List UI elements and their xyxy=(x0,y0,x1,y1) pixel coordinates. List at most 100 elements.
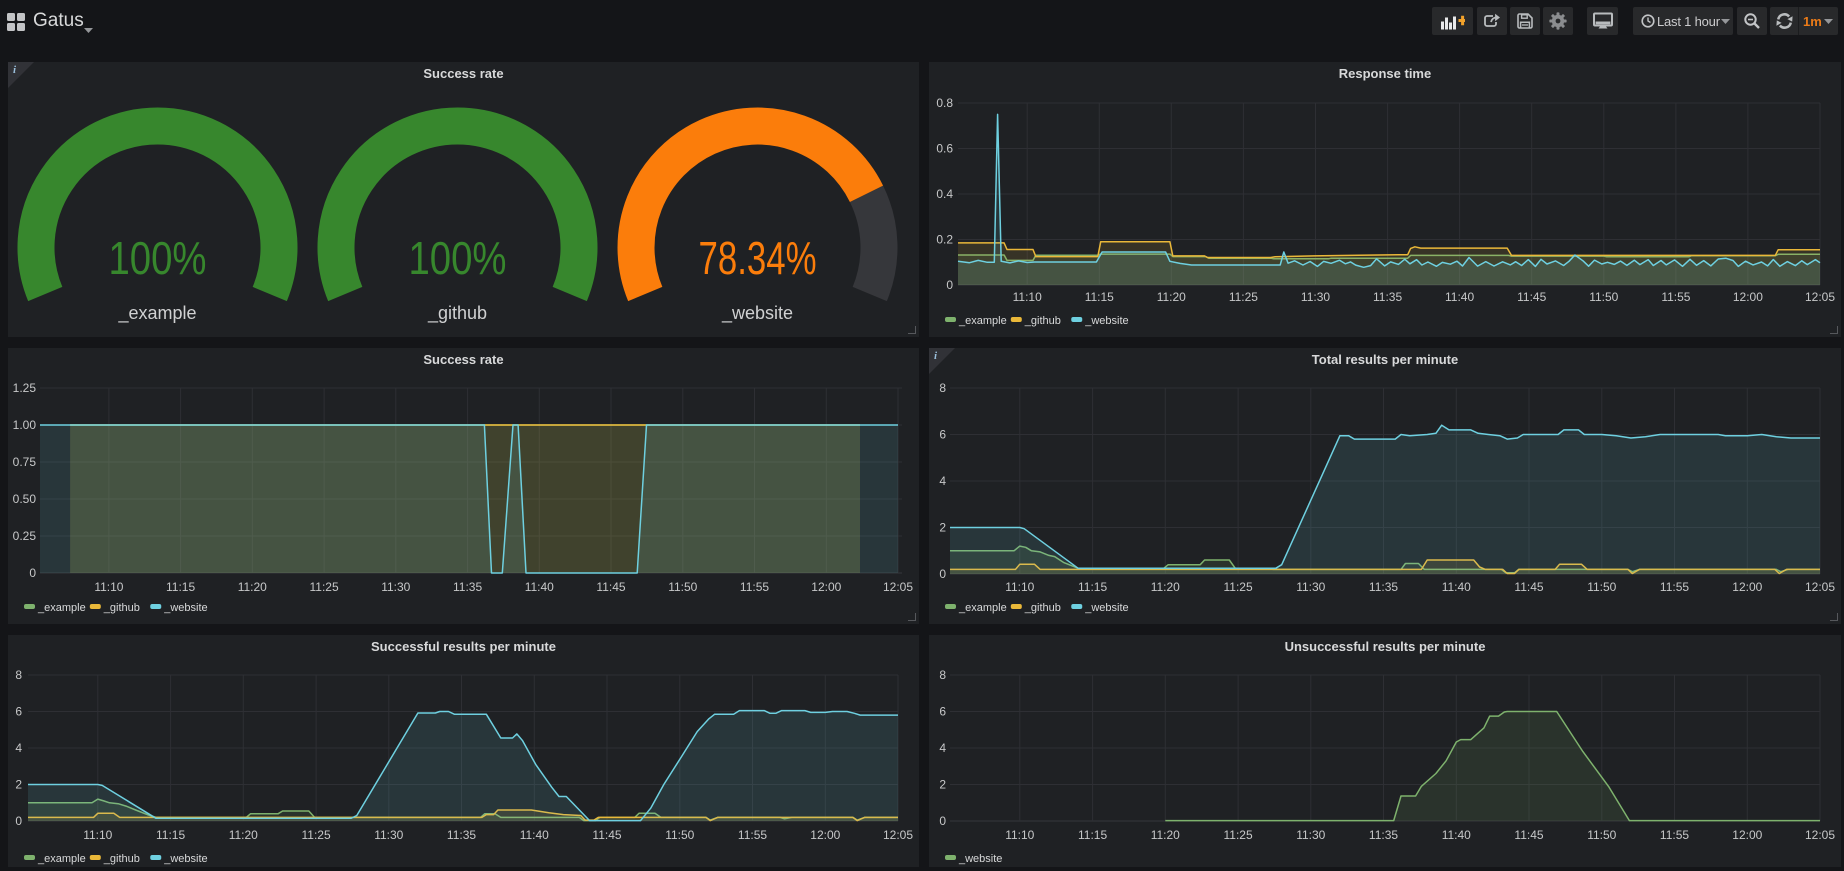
svg-text:11:25: 11:25 xyxy=(302,828,331,842)
svg-text:0.4: 0.4 xyxy=(936,187,953,201)
svg-text:11:30: 11:30 xyxy=(381,580,410,594)
svg-text:11:15: 11:15 xyxy=(166,580,195,594)
svg-text:12:00: 12:00 xyxy=(1733,290,1763,304)
svg-text:12:00: 12:00 xyxy=(1732,828,1762,842)
svg-text:0: 0 xyxy=(946,278,953,292)
svg-text:1.00: 1.00 xyxy=(13,418,37,432)
svg-text:6: 6 xyxy=(939,428,946,442)
svg-text:11:50: 11:50 xyxy=(1587,828,1616,842)
svg-text:8: 8 xyxy=(939,668,946,682)
svg-text:12:05: 12:05 xyxy=(883,580,913,594)
svg-text:12:05: 12:05 xyxy=(1805,828,1835,842)
svg-text:11:55: 11:55 xyxy=(740,580,769,594)
svg-text:11:45: 11:45 xyxy=(1514,828,1543,842)
svg-text:11:25: 11:25 xyxy=(1224,828,1253,842)
svg-text:12:05: 12:05 xyxy=(1805,290,1835,304)
svg-text:8: 8 xyxy=(939,381,946,395)
svg-text:_github: _github xyxy=(103,853,140,865)
svg-text:0.6: 0.6 xyxy=(936,142,953,156)
svg-text:11:15: 11:15 xyxy=(1085,290,1114,304)
svg-text:0.25: 0.25 xyxy=(13,529,37,543)
svg-text:2: 2 xyxy=(939,521,946,535)
svg-text:12:05: 12:05 xyxy=(883,828,913,842)
svg-text:11:20: 11:20 xyxy=(1151,828,1180,842)
svg-text:0: 0 xyxy=(15,814,22,828)
svg-text:11:20: 11:20 xyxy=(1151,580,1180,594)
svg-text:11:20: 11:20 xyxy=(238,580,267,594)
svg-text:11:20: 11:20 xyxy=(1157,290,1186,304)
svg-text:11:45: 11:45 xyxy=(1517,290,1546,304)
svg-text:2: 2 xyxy=(15,778,22,792)
svg-text:_website: _website xyxy=(721,303,793,324)
svg-text:1.25: 1.25 xyxy=(13,381,37,395)
svg-text:11:25: 11:25 xyxy=(310,580,339,594)
svg-text:0: 0 xyxy=(29,566,36,580)
svg-text:_website: _website xyxy=(163,853,207,865)
svg-text:0: 0 xyxy=(939,567,946,581)
svg-text:_example: _example xyxy=(958,602,1007,614)
svg-text:11:35: 11:35 xyxy=(1373,290,1402,304)
svg-text:11:15: 11:15 xyxy=(156,828,185,842)
svg-text:6: 6 xyxy=(939,705,946,719)
svg-text:0: 0 xyxy=(939,814,946,828)
svg-text:11:30: 11:30 xyxy=(374,828,403,842)
svg-text:6: 6 xyxy=(15,705,22,719)
svg-text:2: 2 xyxy=(939,778,946,792)
svg-text:11:20: 11:20 xyxy=(229,828,258,842)
svg-text:_website: _website xyxy=(1084,602,1128,614)
svg-text:8: 8 xyxy=(15,668,22,682)
svg-text:11:55: 11:55 xyxy=(1661,290,1690,304)
svg-text:11:50: 11:50 xyxy=(1587,580,1616,594)
svg-text:0.2: 0.2 xyxy=(936,233,953,247)
svg-text:11:55: 11:55 xyxy=(1660,580,1689,594)
svg-text:100%: 100% xyxy=(409,232,507,284)
svg-text:11:50: 11:50 xyxy=(668,580,697,594)
svg-text:_example: _example xyxy=(117,303,196,324)
svg-text:11:40: 11:40 xyxy=(1442,828,1471,842)
svg-text:11:10: 11:10 xyxy=(1005,580,1034,594)
svg-text:11:10: 11:10 xyxy=(83,828,112,842)
svg-text:4: 4 xyxy=(15,741,22,755)
svg-text:_website: _website xyxy=(1084,315,1128,327)
svg-text:_github: _github xyxy=(1024,602,1061,614)
svg-text:_github: _github xyxy=(1024,315,1061,327)
svg-text:_website: _website xyxy=(958,853,1002,865)
svg-text:11:55: 11:55 xyxy=(1660,828,1689,842)
svg-text:_website: _website xyxy=(163,602,207,614)
svg-text:12:00: 12:00 xyxy=(811,580,841,594)
svg-text:11:25: 11:25 xyxy=(1224,580,1253,594)
svg-text:11:40: 11:40 xyxy=(525,580,554,594)
svg-text:11:15: 11:15 xyxy=(1078,580,1107,594)
svg-text:11:35: 11:35 xyxy=(453,580,482,594)
svg-text:4: 4 xyxy=(939,474,946,488)
svg-text:4: 4 xyxy=(939,741,946,755)
svg-text:_github: _github xyxy=(427,303,487,324)
svg-text:0.75: 0.75 xyxy=(13,455,37,469)
svg-text:11:10: 11:10 xyxy=(1005,828,1034,842)
svg-text:_example: _example xyxy=(37,602,86,614)
svg-text:11:10: 11:10 xyxy=(1013,290,1042,304)
svg-text:11:30: 11:30 xyxy=(1296,580,1325,594)
svg-text:11:25: 11:25 xyxy=(1229,290,1258,304)
svg-text:11:45: 11:45 xyxy=(1514,580,1543,594)
svg-text:11:35: 11:35 xyxy=(447,828,476,842)
svg-text:11:35: 11:35 xyxy=(1369,580,1398,594)
svg-text:11:50: 11:50 xyxy=(1589,290,1618,304)
svg-text:11:45: 11:45 xyxy=(596,580,625,594)
svg-text:11:30: 11:30 xyxy=(1296,828,1325,842)
svg-text:0.50: 0.50 xyxy=(13,492,37,506)
svg-text:_example: _example xyxy=(958,315,1007,327)
svg-text:11:55: 11:55 xyxy=(738,828,767,842)
svg-text:11:30: 11:30 xyxy=(1301,290,1330,304)
svg-text:11:35: 11:35 xyxy=(1369,828,1398,842)
svg-text:11:40: 11:40 xyxy=(1445,290,1474,304)
svg-text:11:40: 11:40 xyxy=(520,828,549,842)
svg-text:12:00: 12:00 xyxy=(1732,580,1762,594)
svg-text:12:05: 12:05 xyxy=(1805,580,1835,594)
svg-text:_github: _github xyxy=(103,602,140,614)
svg-text:11:10: 11:10 xyxy=(94,580,123,594)
svg-text:11:15: 11:15 xyxy=(1078,828,1107,842)
svg-text:78.34%: 78.34% xyxy=(699,232,817,284)
svg-text:_example: _example xyxy=(37,853,86,865)
svg-text:100%: 100% xyxy=(109,232,207,284)
